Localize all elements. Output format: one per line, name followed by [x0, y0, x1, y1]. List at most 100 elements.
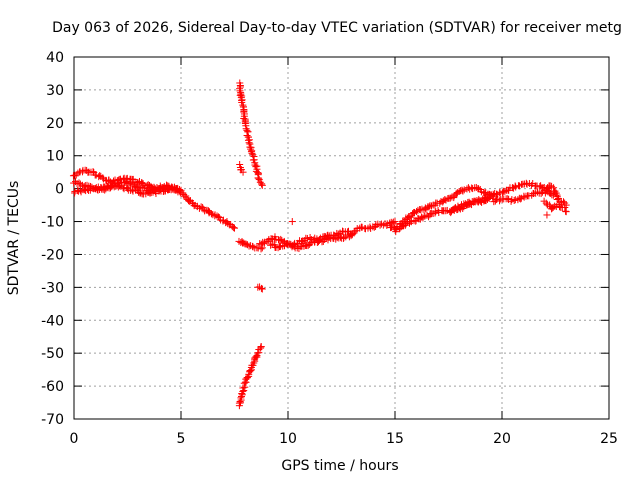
x-tick-label: 5	[177, 431, 186, 447]
data-point-marker	[475, 196, 483, 204]
data-point-marker	[241, 383, 249, 391]
data-point-marker	[247, 148, 255, 156]
data-point-marker	[561, 203, 569, 211]
axis-ticks	[73, 56, 610, 420]
y-axis-label: SDTVAR / TECUs	[6, 181, 22, 296]
data-point-marker	[481, 189, 489, 197]
data-point-marker	[426, 211, 434, 219]
data-point-marker	[243, 374, 251, 382]
data-point-marker	[293, 244, 301, 252]
data-point-marker	[173, 185, 181, 193]
x-tick-label: 20	[493, 431, 511, 447]
data-point-marker	[240, 379, 248, 387]
data-point-marker	[459, 187, 467, 195]
data-point-marker	[255, 174, 263, 182]
data-point-marker	[562, 208, 570, 216]
data-point-marker	[290, 242, 298, 250]
data-point-marker	[538, 188, 546, 196]
data-point-marker	[507, 197, 515, 205]
data-point-marker	[425, 213, 433, 221]
data-point-marker	[501, 187, 509, 195]
y-tick-label: -50	[41, 346, 64, 362]
data-point-marker	[231, 224, 238, 232]
x-tick-labels: 0 5 10 15 20 25	[70, 431, 618, 447]
data-point-marker	[236, 161, 244, 169]
x-axis-label: GPS time / hours	[281, 458, 398, 474]
data-point-marker	[306, 239, 314, 247]
data-point-marker	[288, 218, 296, 226]
data-point-marker	[520, 193, 528, 201]
data-points	[69, 79, 570, 410]
y-tick-labels: -70 -60 -50 -40 -30 -20 -10 0 10 20 30 40	[41, 50, 64, 428]
data-point-marker	[549, 203, 557, 211]
x-tick-label: 25	[600, 431, 618, 447]
y-tick-label: 20	[46, 116, 64, 132]
data-point-marker	[88, 183, 96, 191]
data-point-marker	[236, 397, 244, 405]
y-tick-label: -70	[41, 412, 64, 428]
data-point-marker	[348, 231, 356, 239]
data-point-marker	[436, 199, 444, 207]
data-point-marker	[406, 213, 414, 221]
data-point-marker	[537, 190, 545, 198]
data-point-marker	[550, 184, 558, 192]
y-tick-label: 40	[46, 50, 64, 66]
y-tick-label: 0	[55, 182, 64, 198]
data-point-marker	[543, 211, 551, 219]
data-point-marker	[257, 284, 265, 292]
data-point-marker	[492, 196, 500, 204]
y-tick-label: -40	[41, 313, 64, 329]
y-tick-label: -30	[41, 280, 64, 296]
x-tick-label: 0	[70, 431, 79, 447]
data-point-marker	[525, 192, 533, 200]
y-tick-label: -10	[41, 215, 64, 231]
data-point-marker	[466, 200, 474, 208]
data-point-marker	[195, 204, 203, 212]
data-point-marker	[131, 182, 139, 190]
data-point-marker	[94, 186, 102, 194]
data-point-marker	[250, 359, 258, 367]
data-point-marker	[239, 168, 247, 176]
y-tick-label: 30	[46, 83, 64, 99]
data-point-marker	[347, 232, 355, 240]
data-point-marker	[435, 208, 443, 216]
data-point-marker	[258, 285, 266, 293]
data-point-marker	[169, 184, 177, 192]
data-point-marker	[249, 151, 257, 159]
data-point-marker	[113, 179, 121, 187]
data-point-marker	[325, 233, 333, 241]
data-point-marker	[243, 241, 251, 249]
data-point-marker	[249, 243, 257, 251]
data-point-marker	[237, 394, 245, 402]
y-tick-label: -60	[41, 379, 64, 395]
data-point-marker	[246, 367, 254, 375]
y-tick-label: 10	[46, 149, 64, 165]
chart-title: Day 063 of 2026, Sidereal Day-to-day VTE…	[52, 20, 622, 36]
x-tick-label: 15	[386, 431, 404, 447]
data-point-marker	[83, 181, 91, 189]
data-point-marker	[250, 156, 258, 164]
plot-frame	[73, 56, 610, 420]
data-point-marker	[242, 125, 250, 133]
data-point-marker	[427, 202, 435, 210]
data-point-marker	[459, 204, 467, 212]
y-tick-label: -20	[41, 247, 64, 263]
data-point-marker	[177, 186, 185, 194]
data-point-marker	[418, 213, 426, 221]
data-point-marker	[257, 343, 265, 351]
data-point-marker	[446, 194, 454, 202]
data-point-marker	[283, 240, 291, 248]
data-point-marker	[257, 180, 265, 188]
data-point-marker	[107, 183, 115, 191]
data-point-marker	[224, 220, 232, 228]
x-tick-label: 10	[279, 431, 297, 447]
data-point-marker	[105, 176, 113, 184]
data-point-marker	[447, 209, 455, 217]
data-point-marker	[389, 218, 397, 226]
data-point-marker	[332, 235, 340, 243]
data-point-marker	[510, 196, 518, 204]
data-point-marker	[243, 131, 251, 139]
data-point-marker	[245, 139, 253, 147]
data-point-marker	[258, 181, 266, 189]
